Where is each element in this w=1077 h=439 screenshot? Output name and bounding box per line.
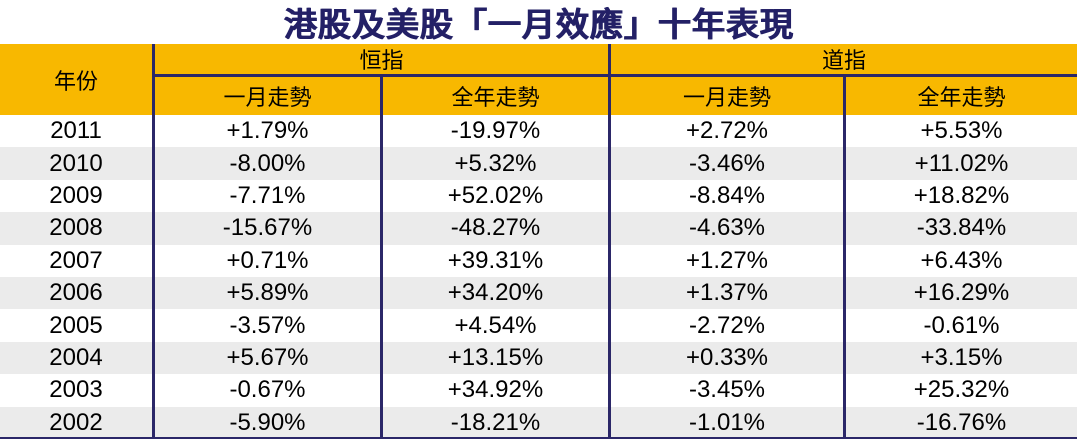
dow-year-cell: +25.32% xyxy=(843,374,1077,407)
hsi-jan-cell: +5.67% xyxy=(152,341,380,375)
dow-jan-cell: -3.45% xyxy=(608,374,843,407)
dow-jan-cell: -8.84% xyxy=(608,179,843,213)
year-cell: 2006 xyxy=(0,276,152,310)
dow-year-cell: +6.43% xyxy=(843,244,1077,277)
hsi-jan-cell: +5.89% xyxy=(152,276,380,310)
year-cell: 2011 xyxy=(0,115,152,148)
group-header-dow: 道指 xyxy=(608,44,1077,77)
dow-year-cell: +16.29% xyxy=(843,276,1077,310)
hsi-year-cell: -19.97% xyxy=(380,115,608,148)
hsi-jan-cell: -3.57% xyxy=(152,309,380,342)
dow-year-cell: +11.02% xyxy=(843,147,1077,180)
year-column-header: 年份 xyxy=(0,44,152,115)
dow-year-cell: -33.84% xyxy=(843,212,1077,245)
dow-year-cell: -16.76% xyxy=(843,406,1077,439)
dow-year-cell: -0.61% xyxy=(843,309,1077,342)
year-cell: 2004 xyxy=(0,341,152,375)
hsi-year-cell: +34.92% xyxy=(380,374,608,407)
subheader-dow-january: 一月走勢 xyxy=(608,77,843,115)
subheader-hsi-january: 一月走勢 xyxy=(152,77,380,115)
page-title: 港股及美股「一月效應」十年表現 xyxy=(283,6,794,43)
hsi-year-cell: +4.54% xyxy=(380,309,608,342)
year-cell: 2002 xyxy=(0,406,152,439)
dow-jan-cell: +1.27% xyxy=(608,244,843,277)
hsi-year-cell: +13.15% xyxy=(380,341,608,375)
hsi-year-cell: +39.31% xyxy=(380,244,608,277)
hsi-year-cell: -48.27% xyxy=(380,212,608,245)
dow-jan-cell: -3.46% xyxy=(608,147,843,180)
hsi-jan-cell: +0.71% xyxy=(152,244,380,277)
dow-jan-cell: +0.33% xyxy=(608,341,843,375)
subheader-dow-fullyear: 全年走勢 xyxy=(843,77,1077,115)
group-header-hang-seng: 恒指 xyxy=(152,44,608,77)
dow-jan-cell: -1.01% xyxy=(608,406,843,439)
hsi-jan-cell: -8.00% xyxy=(152,147,380,180)
dow-jan-cell: +2.72% xyxy=(608,115,843,148)
hsi-year-cell: +34.20% xyxy=(380,276,608,310)
year-cell: 2007 xyxy=(0,244,152,277)
table-bottom-border xyxy=(0,437,1077,439)
hsi-year-cell: +52.02% xyxy=(380,179,608,213)
hsi-jan-cell: -15.67% xyxy=(152,212,380,245)
dow-year-cell: +5.53% xyxy=(843,115,1077,148)
hsi-jan-cell: -5.90% xyxy=(152,406,380,439)
hsi-year-cell: +5.32% xyxy=(380,147,608,180)
year-cell: 2003 xyxy=(0,374,152,407)
performance-table: 年份 恒指 道指 一月走勢 全年走勢 一月走勢 全年走勢 2011 +1.79%… xyxy=(0,44,1077,439)
dow-year-cell: +3.15% xyxy=(843,341,1077,375)
dow-jan-cell: -2.72% xyxy=(608,309,843,342)
hsi-jan-cell: -7.71% xyxy=(152,179,380,213)
year-cell: 2009 xyxy=(0,179,152,213)
year-cell: 2010 xyxy=(0,147,152,180)
dow-jan-cell: -4.63% xyxy=(608,212,843,245)
dow-year-cell: +18.82% xyxy=(843,179,1077,213)
dow-jan-cell: +1.37% xyxy=(608,276,843,310)
hsi-year-cell: -18.21% xyxy=(380,406,608,439)
hsi-jan-cell: -0.67% xyxy=(152,374,380,407)
year-cell: 2005 xyxy=(0,309,152,342)
year-cell: 2008 xyxy=(0,212,152,245)
hsi-jan-cell: +1.79% xyxy=(152,115,380,148)
subheader-hsi-fullyear: 全年走勢 xyxy=(380,77,608,115)
